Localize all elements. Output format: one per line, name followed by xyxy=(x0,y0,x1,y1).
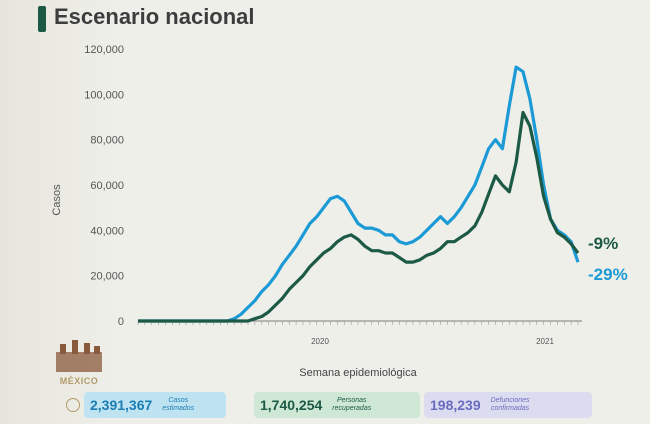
stat-estimated-cases: 2,391,367 Casos estimados xyxy=(84,392,226,418)
line-chart: 020,00040,00060,00080,000100,000120,000 … xyxy=(51,44,628,379)
stat-recovered: 1,740,254 Personas recuperadas xyxy=(254,392,420,418)
series-end-labels: -29% -9% xyxy=(588,234,628,284)
series-lines xyxy=(138,65,580,323)
series-end-label-1: -29% xyxy=(588,265,628,284)
y-tick-label: 20,000 xyxy=(90,271,124,283)
year-label-2020: 2020 xyxy=(311,337,329,346)
stat-value: 198,239 xyxy=(430,397,481,413)
title-accent-bar xyxy=(38,6,46,32)
y-tick-label: 40,000 xyxy=(90,225,124,237)
y-tick-label: 0 xyxy=(118,316,124,328)
stat-value: 2,391,367 xyxy=(90,397,153,413)
government-logo-icon xyxy=(56,340,102,372)
series-end-label-2: -9% xyxy=(588,234,618,253)
stat-label: Defunciones confirmadas xyxy=(490,397,530,412)
logo-text: MÉXICO xyxy=(59,376,99,386)
y-tick-label: 80,000 xyxy=(90,135,124,147)
stat-deaths: 198,239 Defunciones confirmadas xyxy=(424,392,592,418)
y-axis-label: Casos xyxy=(51,184,63,216)
stat-label: Personas recuperadas xyxy=(332,397,372,412)
y-tick-label: 100,000 xyxy=(84,89,124,101)
y-tick-label: 60,000 xyxy=(90,180,124,192)
page-title: Escenario nacional xyxy=(54,4,255,29)
stat-value: 1,740,254 xyxy=(260,397,323,413)
stat-label: Casos estimados xyxy=(162,397,195,412)
x-axis-label: Semana epidemiológica xyxy=(299,367,417,379)
y-axis: 0 20,000 40,000 60,000 80,000 100,000 120,000 xyxy=(84,44,124,328)
seal-icon xyxy=(66,398,80,412)
series-line-2 xyxy=(138,110,580,323)
y-tick-label: 120,000 xyxy=(84,44,124,56)
year-label-2021: 2021 xyxy=(536,337,554,346)
series-line-1 xyxy=(138,65,580,323)
